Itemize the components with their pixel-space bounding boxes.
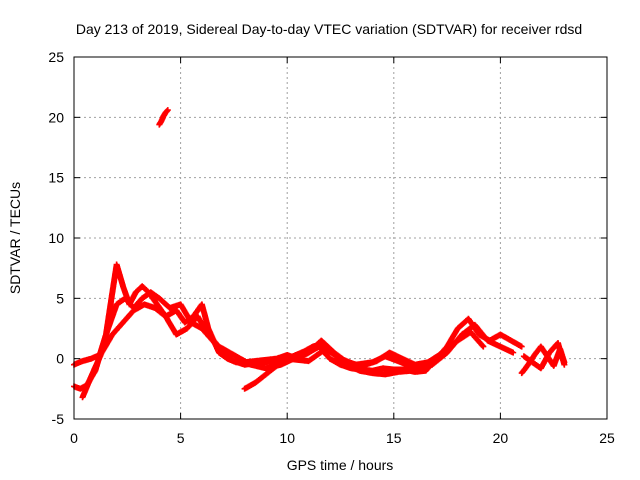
series-sdtvar-a bbox=[71, 261, 525, 392]
x-tick-label: 5 bbox=[177, 430, 185, 446]
series-sdtvar-d bbox=[241, 341, 414, 392]
x-axis-label: GPS time / hours bbox=[287, 457, 394, 473]
y-tick-label: 25 bbox=[48, 49, 64, 65]
series-sdtvar-f bbox=[520, 340, 568, 372]
y-tick-label: 15 bbox=[48, 170, 64, 186]
y-tick-label: 0 bbox=[56, 351, 64, 367]
y-axis-label: SDTVAR / TECUs bbox=[7, 182, 23, 294]
y-tick-label: 10 bbox=[48, 230, 64, 246]
data-point-markers bbox=[520, 340, 568, 372]
x-tick-label: 0 bbox=[70, 430, 78, 446]
series-sdtvar-outlier bbox=[156, 107, 171, 128]
axis-ticks: 0 5 10 15 20 25 -5 0 5 10 15 20 25 bbox=[48, 49, 615, 446]
y-tick-label: 20 bbox=[48, 109, 64, 125]
x-tick-label: 15 bbox=[386, 430, 402, 446]
chart-title: Day 213 of 2019, Sidereal Day-to-day VTE… bbox=[76, 21, 582, 37]
series-sdtvar-c bbox=[79, 301, 487, 401]
y-tick-label: 5 bbox=[56, 290, 64, 306]
x-tick-label: 25 bbox=[599, 430, 615, 446]
data-marks bbox=[71, 107, 568, 401]
y-tick-label: -5 bbox=[52, 411, 65, 427]
data-point-markers bbox=[79, 301, 487, 401]
data-point-markers bbox=[156, 107, 171, 128]
x-tick-label: 10 bbox=[279, 430, 295, 446]
x-tick-label: 20 bbox=[493, 430, 509, 446]
data-point-markers bbox=[71, 261, 525, 392]
data-point-markers bbox=[241, 341, 414, 392]
